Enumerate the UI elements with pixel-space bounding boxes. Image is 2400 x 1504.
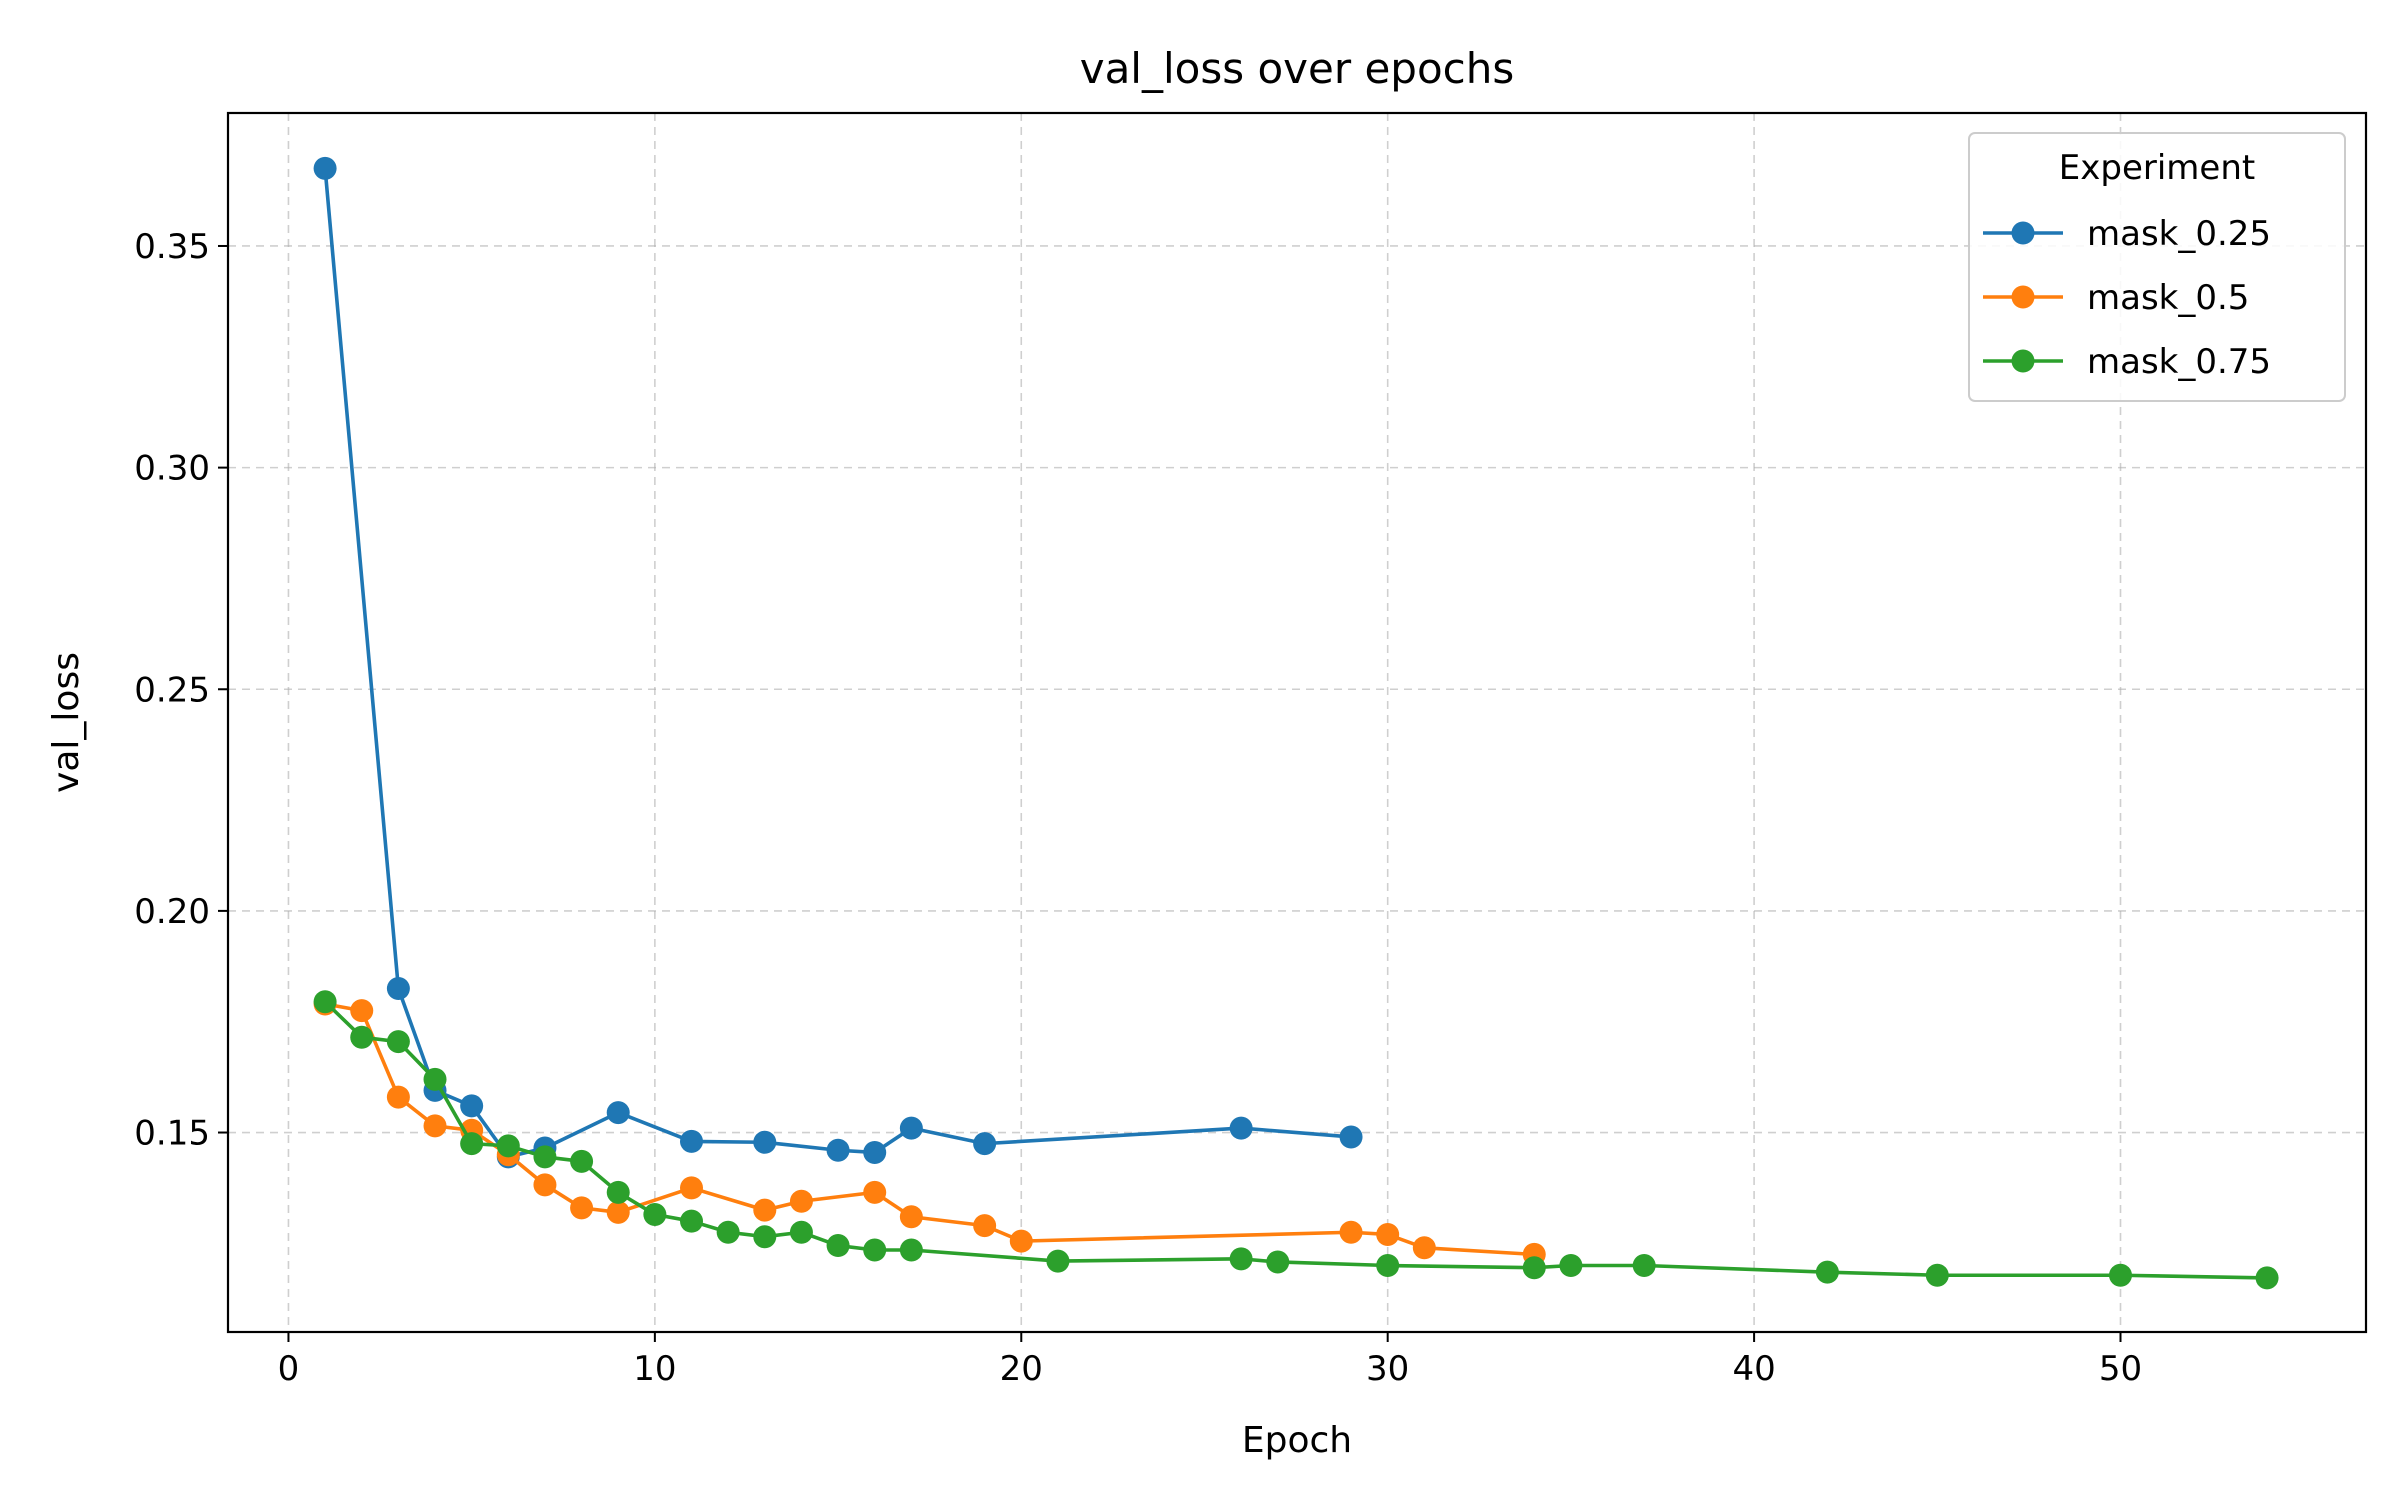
x-tick-label: 10 — [633, 1349, 676, 1389]
data-point — [1376, 1222, 1400, 1246]
legend-label: mask_0.75 — [2087, 342, 2271, 382]
data-point — [2255, 1266, 2279, 1290]
data-point — [1925, 1263, 1949, 1287]
data-point — [386, 1085, 410, 1109]
data-point — [606, 1200, 630, 1224]
plot-frame — [226, 111, 2368, 1334]
legend-label: mask_0.5 — [2087, 278, 2249, 318]
legend-box — [1968, 132, 2346, 402]
data-point — [826, 1138, 850, 1162]
data-point — [753, 1130, 777, 1154]
y-tick-label: 0.20 — [134, 892, 210, 932]
x-tick-label: 50 — [2099, 1349, 2142, 1389]
chart-title: val_loss over epochs — [1080, 44, 1515, 93]
data-point — [1559, 1254, 1583, 1278]
data-point — [1229, 1116, 1253, 1140]
data-point — [606, 1180, 630, 1204]
legend-label: mask_0.25 — [2087, 214, 2271, 254]
data-point — [789, 1220, 813, 1244]
x-axis: 0 10 20 30 40 50 — [278, 1332, 2142, 1389]
data-point — [973, 1214, 997, 1238]
data-point — [386, 976, 410, 1000]
legend-marker — [2011, 221, 2035, 245]
legend-title: Experiment — [2059, 148, 2255, 188]
data-point — [680, 1176, 704, 1200]
data-point — [460, 1094, 484, 1118]
data-point — [570, 1196, 594, 1220]
data-point — [716, 1220, 740, 1244]
data-point — [1522, 1256, 1546, 1280]
data-point — [1009, 1229, 1033, 1253]
data-point — [386, 1030, 410, 1054]
data-point — [533, 1145, 557, 1169]
data-point — [1229, 1247, 1253, 1271]
legend-marker — [2011, 285, 2035, 309]
data-point — [899, 1116, 923, 1140]
y-tick-label: 0.15 — [134, 1114, 210, 1154]
data-point — [789, 1189, 813, 1213]
data-point — [423, 1114, 447, 1138]
data-point — [1815, 1260, 1839, 1284]
y-tick-label: 0.35 — [134, 227, 210, 267]
y-axis: 0.15 0.20 0.25 0.30 0.35 — [134, 227, 228, 1154]
legend-entry: mask_0.25 — [1983, 214, 2271, 254]
series-mask_0.5 — [313, 992, 1546, 1266]
data-point — [753, 1198, 777, 1222]
data-point — [863, 1180, 887, 1204]
series-layer — [313, 156, 2279, 1290]
data-point — [753, 1225, 777, 1249]
data-point — [350, 999, 374, 1023]
data-point — [423, 1067, 447, 1091]
data-point — [533, 1173, 557, 1197]
data-point — [643, 1203, 667, 1227]
data-point — [899, 1205, 923, 1229]
legend-entries: mask_0.25 mask_0.5 mask_0.75 — [1983, 214, 2271, 382]
data-point — [1339, 1125, 1363, 1149]
legend-marker — [2011, 349, 2035, 373]
data-point — [313, 990, 337, 1014]
x-tick-label: 40 — [1732, 1349, 1775, 1389]
data-point — [1266, 1250, 1290, 1274]
data-point — [1412, 1236, 1436, 1260]
data-point — [313, 156, 337, 180]
data-point — [899, 1238, 923, 1262]
x-tick-label: 30 — [1366, 1349, 1409, 1389]
y-tick-label: 0.30 — [134, 449, 210, 489]
x-tick-label: 0 — [278, 1349, 300, 1389]
legend-entry: mask_0.5 — [1983, 278, 2249, 318]
data-point — [350, 1025, 374, 1049]
data-point — [1632, 1254, 1656, 1278]
data-point — [606, 1101, 630, 1125]
data-point — [1339, 1220, 1363, 1244]
y-axis-label: val_loss — [46, 652, 87, 793]
legend: Experiment mask_0.25 mask_0.5 mask_0.75 — [1968, 132, 2346, 402]
data-point — [680, 1209, 704, 1233]
data-point — [826, 1234, 850, 1258]
data-point — [2109, 1263, 2133, 1287]
x-axis-label: Epoch — [1242, 1420, 1352, 1461]
series-line — [323, 1000, 2268, 1280]
data-point — [496, 1134, 520, 1158]
data-point — [1376, 1254, 1400, 1278]
data-point — [863, 1140, 887, 1164]
y-tick-label: 0.25 — [134, 670, 210, 710]
data-point — [1046, 1249, 1070, 1273]
data-point — [570, 1149, 594, 1173]
legend-entry: mask_0.75 — [1983, 342, 2271, 382]
data-point — [460, 1132, 484, 1156]
data-point — [973, 1132, 997, 1156]
series-mask_0.75 — [313, 990, 2279, 1290]
data-point — [863, 1238, 887, 1262]
x-tick-label: 20 — [1000, 1349, 1043, 1389]
data-point — [680, 1129, 704, 1153]
